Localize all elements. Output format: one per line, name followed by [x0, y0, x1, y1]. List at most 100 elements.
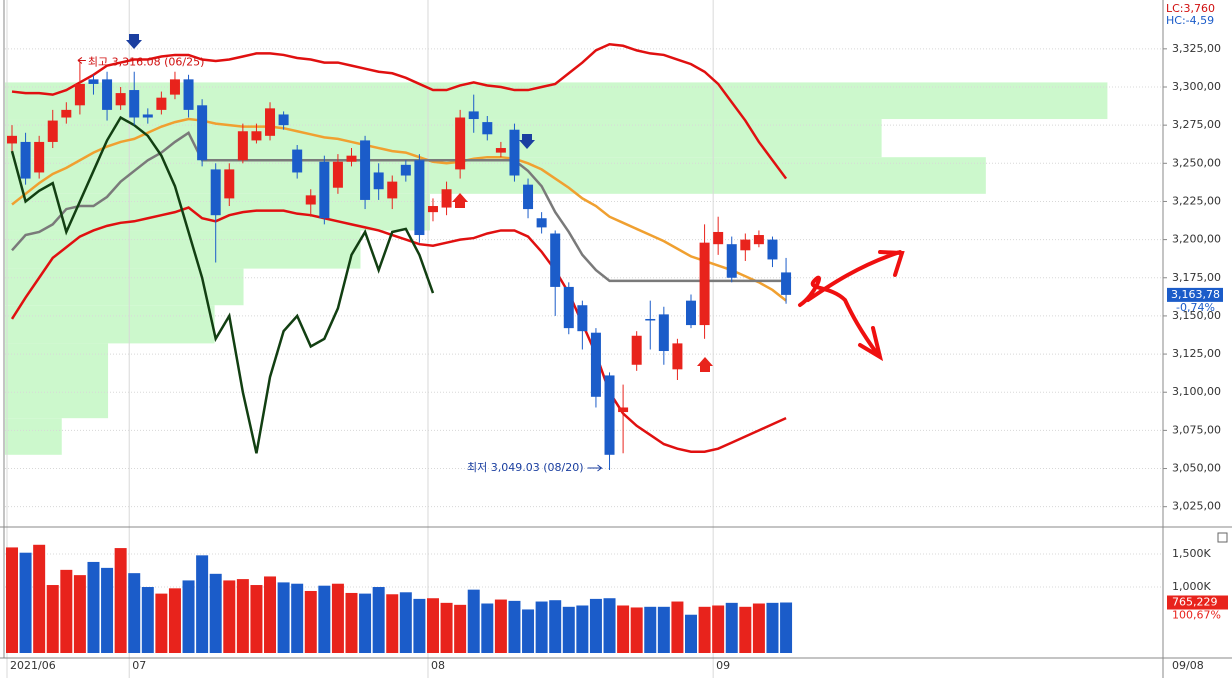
volume-bar	[685, 614, 697, 653]
volume-bar	[549, 600, 562, 653]
volume-bar	[712, 605, 725, 653]
volume-bar	[114, 548, 127, 653]
volume-bar	[698, 606, 711, 653]
candle-body	[550, 233, 561, 287]
candle-body	[102, 79, 113, 110]
candle-body	[523, 184, 534, 210]
volume-bar	[101, 567, 114, 653]
candle-body	[441, 189, 452, 208]
volume-bar	[494, 599, 507, 653]
profile-bar	[5, 157, 986, 194]
x-tick-label: 09	[716, 659, 730, 672]
candle-body	[753, 235, 764, 245]
x-tick-label: 2021/06	[10, 659, 56, 672]
y-tick-label: 3,025,00	[1172, 500, 1221, 513]
candle-body	[455, 117, 466, 170]
volume-bar	[87, 561, 100, 653]
volume-bar	[617, 605, 630, 653]
candle-body	[400, 164, 411, 176]
volume-bar	[359, 593, 372, 653]
candle-body	[563, 286, 574, 329]
profile-bar	[5, 305, 215, 344]
x-tick-label: 07	[132, 659, 146, 672]
volume-bar	[60, 569, 73, 653]
candle-body	[292, 149, 303, 173]
overlay-line	[11, 130, 787, 283]
candle-body	[224, 169, 235, 199]
volume-bar	[386, 594, 399, 653]
volume-bar	[223, 580, 236, 653]
candle-body	[197, 105, 208, 161]
candle-body	[142, 114, 153, 118]
candle-body	[278, 114, 289, 126]
candle-body	[482, 122, 493, 135]
volume-bar	[19, 552, 32, 653]
candle-body	[645, 318, 656, 321]
candle-body	[251, 131, 262, 141]
labels: 3,025,00 3,050,00 3,075,00 3,100,00 3,125,00…	[10, 2, 1228, 672]
candle-body	[360, 140, 371, 200]
volume-bar	[155, 593, 168, 653]
y-tick-label: 3,075,00	[1172, 423, 1221, 436]
overlay-line	[10, 206, 787, 453]
candle-body	[237, 131, 248, 161]
candle-body	[373, 172, 384, 190]
overlay-line	[10, 115, 435, 454]
candles	[7, 62, 792, 471]
candle-body	[332, 161, 343, 188]
volume-bar	[752, 603, 765, 653]
volume-bar	[399, 592, 412, 653]
x-tick-label: 08	[431, 659, 445, 672]
candle-body	[781, 272, 792, 295]
last-price-label: 3,163,78	[1171, 288, 1220, 301]
candle-body	[88, 79, 99, 84]
volume-bar	[182, 580, 195, 653]
end-date: 09/08	[1172, 659, 1204, 672]
high-annotation: 최고 3,316.08 (06/25)	[88, 55, 205, 68]
candle-body	[509, 129, 520, 176]
candle-body	[590, 332, 601, 397]
volume-bar	[440, 602, 453, 653]
grid	[5, 0, 1167, 678]
y-tick-label: 1,000K	[1172, 580, 1211, 593]
overlays	[10, 42, 788, 454]
high-marker	[77, 57, 86, 64]
volume-bar	[6, 547, 18, 653]
volume-bar	[331, 583, 344, 653]
y-tick-label: 3,275,00	[1172, 118, 1221, 131]
candle-body	[726, 244, 737, 278]
volume-bar	[766, 602, 779, 653]
volume-bar	[657, 606, 670, 653]
overlay-line	[11, 42, 788, 180]
volume-bar	[481, 603, 494, 653]
candle-body	[767, 239, 778, 260]
y-tick-label: 3,200,00	[1172, 233, 1221, 246]
candle-body	[34, 141, 45, 173]
candle-body	[658, 314, 669, 352]
candle-body	[47, 120, 58, 142]
profile-bar	[5, 418, 62, 455]
volume-bar	[318, 585, 331, 653]
candle-body	[61, 109, 72, 118]
volume-bar	[467, 589, 480, 653]
volume-bar	[562, 606, 575, 653]
hand-drawn-arrows	[798, 250, 905, 362]
volume-bar	[780, 602, 793, 653]
candle-body	[156, 97, 167, 110]
candle-body	[414, 160, 425, 236]
candle-body	[115, 93, 126, 106]
sell-signal	[519, 134, 535, 149]
candle-body	[699, 242, 710, 326]
profile-bar	[5, 380, 109, 419]
volume-bar	[250, 585, 263, 653]
lc-label: LC:3,760	[1166, 2, 1215, 15]
panel-button[interactable]	[1217, 532, 1228, 543]
candle-body	[210, 169, 221, 216]
profile-bar	[5, 343, 109, 381]
volume-bar	[236, 579, 249, 653]
volume-bar	[196, 555, 209, 653]
candle-body	[319, 161, 330, 219]
volume-bar	[372, 587, 385, 653]
volume-bars	[6, 544, 793, 653]
last-price-box	[1167, 287, 1223, 302]
